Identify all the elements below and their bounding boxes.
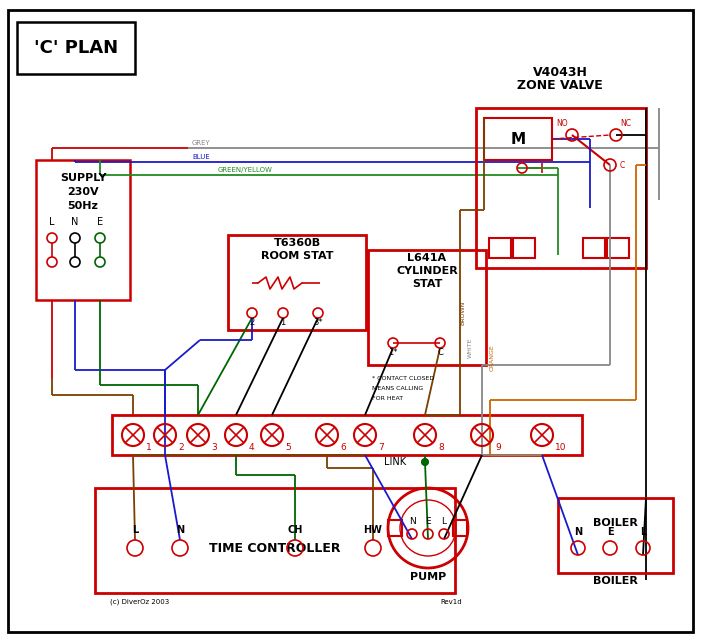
Circle shape: [422, 459, 428, 465]
Text: N: N: [176, 525, 184, 535]
Text: (c) DiverOz 2003: (c) DiverOz 2003: [110, 599, 169, 605]
Text: ORANGE: ORANGE: [489, 345, 494, 371]
Text: 2: 2: [178, 444, 184, 453]
Text: 7: 7: [378, 444, 384, 453]
Circle shape: [422, 459, 428, 465]
Text: GREY: GREY: [192, 140, 211, 146]
Text: 1: 1: [280, 317, 286, 326]
Text: BOILER: BOILER: [592, 576, 637, 586]
Text: 4: 4: [249, 444, 255, 453]
Text: STAT: STAT: [412, 279, 442, 289]
Text: 8: 8: [438, 444, 444, 453]
Text: L641A: L641A: [407, 253, 446, 263]
Text: L: L: [640, 527, 646, 537]
Text: V4043H: V4043H: [533, 65, 588, 78]
Text: 3*: 3*: [313, 317, 323, 326]
Text: C: C: [437, 347, 443, 356]
Text: Rev1d: Rev1d: [440, 599, 462, 605]
Text: FOR HEAT: FOR HEAT: [372, 395, 403, 401]
Text: HW: HW: [364, 525, 383, 535]
Text: 2: 2: [249, 317, 255, 326]
Text: BLUE: BLUE: [192, 154, 210, 160]
Text: CH: CH: [287, 525, 303, 535]
Text: 1*: 1*: [388, 347, 398, 356]
Text: E: E: [97, 217, 103, 227]
Text: BROWN: BROWN: [461, 301, 465, 325]
Text: BOILER: BOILER: [592, 518, 637, 528]
Text: T6360B: T6360B: [274, 238, 321, 248]
Text: WHITE: WHITE: [468, 338, 472, 358]
Text: LINK: LINK: [384, 457, 406, 467]
Text: NC: NC: [621, 119, 632, 128]
Text: * CONTACT CLOSED: * CONTACT CLOSED: [372, 376, 435, 381]
Text: C: C: [619, 160, 625, 169]
Text: CYLINDER: CYLINDER: [396, 266, 458, 276]
Text: N: N: [409, 517, 416, 526]
Text: 6: 6: [340, 444, 346, 453]
Text: 9: 9: [495, 444, 501, 453]
Text: E: E: [425, 517, 431, 526]
Text: 3: 3: [211, 444, 217, 453]
Text: TIME CONTROLLER: TIME CONTROLLER: [209, 542, 340, 554]
Text: 10: 10: [555, 444, 567, 453]
Text: L: L: [132, 525, 138, 535]
Text: N: N: [72, 217, 79, 227]
Text: 230V: 230V: [67, 187, 99, 197]
Text: 5: 5: [285, 444, 291, 453]
Text: N: N: [574, 527, 582, 537]
Text: PUMP: PUMP: [410, 572, 446, 582]
Text: L: L: [442, 517, 446, 526]
Text: 50Hz: 50Hz: [67, 201, 98, 211]
Text: ROOM STAT: ROOM STAT: [260, 251, 333, 261]
Text: NO: NO: [556, 119, 568, 128]
Text: 1: 1: [146, 444, 152, 453]
Text: M: M: [510, 131, 526, 147]
Text: MEANS CALLING: MEANS CALLING: [372, 385, 423, 390]
Text: 'C' PLAN: 'C' PLAN: [34, 39, 118, 57]
Text: SUPPLY: SUPPLY: [60, 173, 106, 183]
Text: E: E: [607, 527, 614, 537]
Text: L: L: [49, 217, 55, 227]
Text: GREEN/YELLOW: GREEN/YELLOW: [218, 167, 273, 173]
Text: ZONE VALVE: ZONE VALVE: [517, 78, 603, 92]
